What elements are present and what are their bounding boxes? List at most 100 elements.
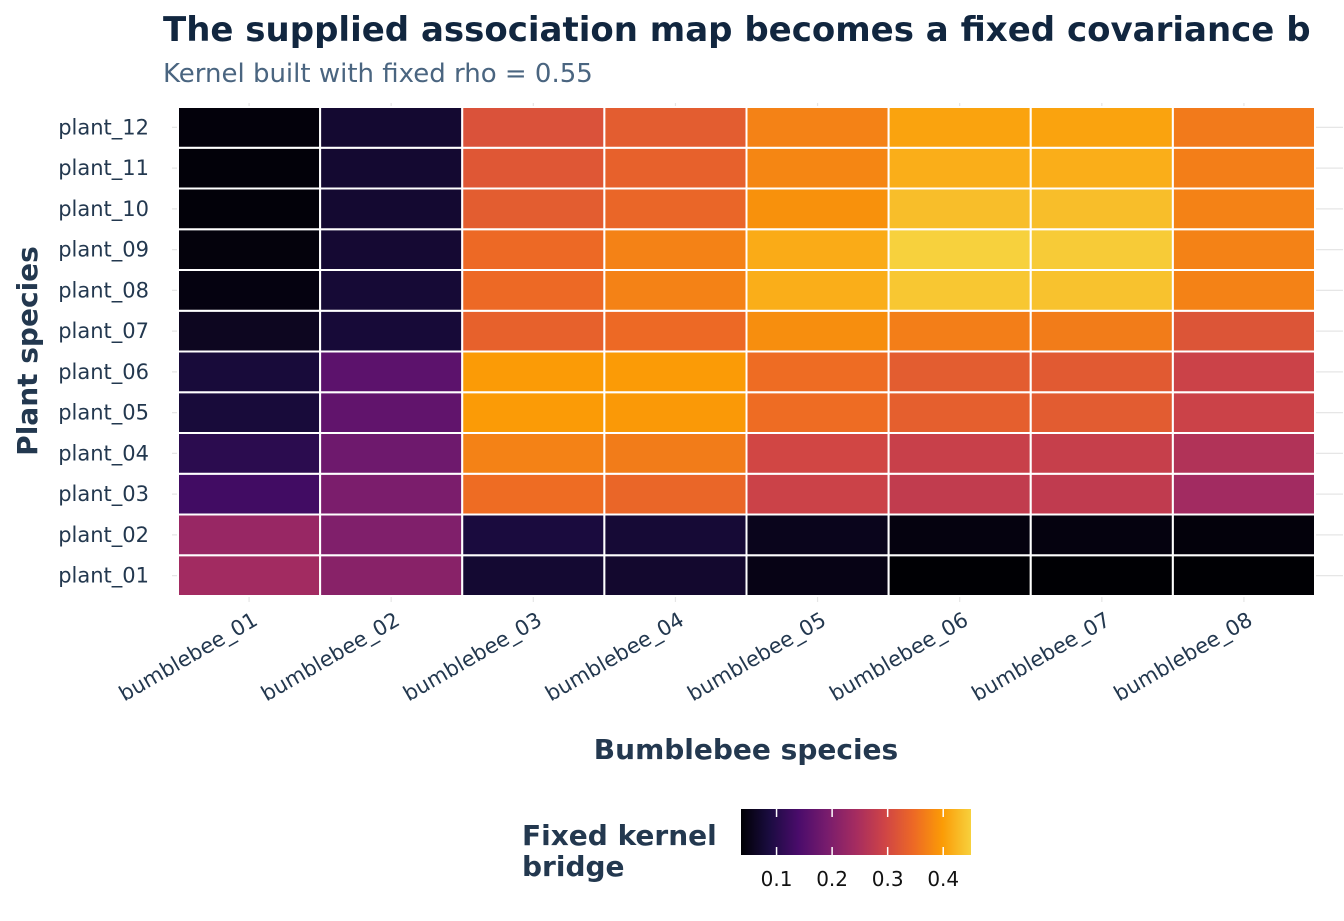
heatmap-cell xyxy=(603,513,748,557)
heatmap-cell xyxy=(745,106,890,149)
heatmap-cell xyxy=(745,432,890,475)
legend-title-line-1: Fixed kernel xyxy=(522,819,717,852)
heatmap-cell xyxy=(887,309,1032,353)
heatmap-cell xyxy=(745,472,890,516)
x-tick-label: bumblebee_08 xyxy=(1110,608,1257,707)
heatmap-cell xyxy=(319,432,464,475)
heatmap-cell xyxy=(461,350,606,394)
heatmap-cell xyxy=(1029,513,1174,557)
heatmap-cell xyxy=(1171,146,1316,190)
y-tick-label: plant_01 xyxy=(58,564,149,589)
heatmap-cell xyxy=(461,309,606,353)
heatmap-cell xyxy=(603,106,748,149)
heatmap-cell xyxy=(603,554,748,597)
heatmap-cell xyxy=(319,391,464,434)
heatmap-cell xyxy=(1171,350,1316,394)
heatmap-cell xyxy=(887,513,1032,557)
heatmap-cell xyxy=(887,432,1032,475)
legend-tick-label: 0.4 xyxy=(927,867,959,891)
y-tick-labels: plant_01 plant_02 plant_03 plant_04 plant_05… xyxy=(58,115,149,588)
heatmap-cell xyxy=(603,146,748,190)
heatmap-cell xyxy=(461,146,606,190)
y-tick-label: plant_05 xyxy=(58,401,149,426)
heatmap-cell xyxy=(1029,228,1174,271)
heatmap-cell xyxy=(177,269,322,312)
legend-title-line-2: bridge xyxy=(522,850,625,883)
heatmap-cell xyxy=(887,350,1032,394)
y-tick-label: plant_02 xyxy=(58,523,149,548)
heatmap-cell xyxy=(1029,472,1174,516)
x-tick-labels: bumblebee_01bumblebee_02bumblebee_03bumb… xyxy=(115,608,1257,707)
y-tick-label: plant_08 xyxy=(58,278,149,303)
heatmap-cell xyxy=(745,309,890,353)
chart-subtitle: Kernel built with fixed rho = 0.55 xyxy=(163,59,593,89)
y-tick-label: plant_10 xyxy=(58,197,149,222)
heatmap-cell xyxy=(1171,269,1316,312)
heatmap-cell xyxy=(177,146,322,190)
y-tick-label: plant_09 xyxy=(58,238,149,263)
heatmap-cell xyxy=(319,472,464,516)
heatmap-cell xyxy=(1029,146,1174,190)
heatmap-cell xyxy=(603,432,748,475)
legend-tick-label: 0.2 xyxy=(816,867,848,891)
heatmap-cell xyxy=(1171,106,1316,149)
heatmap-cell xyxy=(603,350,748,394)
x-tick-label: bumblebee_01 xyxy=(115,608,262,707)
x-tick-label: bumblebee_05 xyxy=(683,608,830,707)
heatmap-cell xyxy=(177,106,322,149)
heatmap-cell xyxy=(603,269,748,312)
heatmap-cell xyxy=(887,554,1032,597)
heatmap-cell xyxy=(461,187,606,231)
legend-tick-label: 0.3 xyxy=(872,867,904,891)
y-tick-label: plant_12 xyxy=(58,115,149,140)
heatmap-cell xyxy=(177,513,322,557)
heatmap-cell xyxy=(1171,432,1316,475)
heatmap-cell xyxy=(603,391,748,434)
heatmap-cell xyxy=(319,309,464,353)
heatmap-cell xyxy=(603,187,748,231)
x-tick-label: bumblebee_04 xyxy=(541,608,688,707)
heatmap-cell xyxy=(461,391,606,434)
heatmap-cell xyxy=(177,187,322,231)
heatmap-cell xyxy=(177,350,322,394)
heatmap-cell xyxy=(461,432,606,475)
heatmap-cell xyxy=(745,513,890,557)
heatmap-cell xyxy=(1029,187,1174,231)
y-axis-title: Plant species xyxy=(11,246,44,456)
heatmap-cell xyxy=(1029,106,1174,149)
heatmap-cell xyxy=(319,228,464,271)
heatmap-cell xyxy=(319,350,464,394)
heatmap-cell xyxy=(177,391,322,434)
heatmap-cell xyxy=(603,472,748,516)
heatmap-cell xyxy=(177,472,322,516)
y-tick-label: plant_07 xyxy=(58,319,149,344)
heatmap-cell xyxy=(887,472,1032,516)
heatmap-cell xyxy=(745,391,890,434)
y-tick-label: plant_03 xyxy=(58,482,149,507)
heatmap-cell xyxy=(603,309,748,353)
heatmap-cell xyxy=(1029,432,1174,475)
heatmap-cell xyxy=(1171,309,1316,353)
heatmap-cell xyxy=(319,187,464,231)
heatmap-cell xyxy=(319,554,464,597)
heatmap-cell xyxy=(887,269,1032,312)
heatmap-cell xyxy=(887,146,1032,190)
heatmap-cell xyxy=(745,554,890,597)
heatmap-cell xyxy=(319,513,464,557)
legend-title: Fixed kernel bridge xyxy=(522,819,727,883)
heatmap-cell xyxy=(461,472,606,516)
heatmap-cell xyxy=(1029,269,1174,312)
heatmap-cell xyxy=(177,554,322,597)
heatmap-cell xyxy=(1171,228,1316,271)
heatmap-cell xyxy=(745,269,890,312)
heatmap-cell xyxy=(887,228,1032,271)
heatmap-cell xyxy=(1029,391,1174,434)
heatmap-cell xyxy=(1171,391,1316,434)
legend-colorbar xyxy=(741,809,971,855)
y-tick-label: plant_04 xyxy=(58,441,149,466)
heatmap-cell xyxy=(1171,472,1316,516)
heatmap-cell xyxy=(319,269,464,312)
heatmap-cell xyxy=(887,391,1032,434)
heatmap-cell xyxy=(177,309,322,353)
